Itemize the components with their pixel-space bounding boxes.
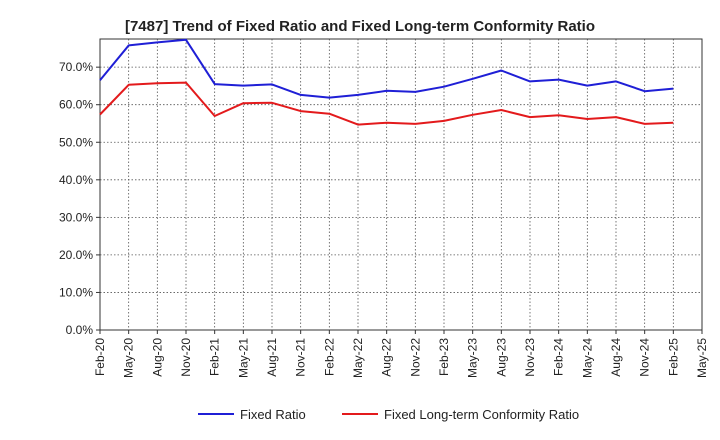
x-tick-label: Nov-24 (638, 338, 652, 377)
x-tick-label: Feb-25 (666, 338, 680, 376)
y-tick-label: 40.0% (59, 173, 93, 187)
legend-label-1: Fixed Ratio (240, 407, 306, 422)
x-tick-label: Aug-21 (265, 338, 279, 377)
x-tick-label: May-22 (351, 338, 365, 378)
x-tick-label: Aug-23 (494, 338, 508, 377)
x-tick-label: May-21 (236, 338, 250, 378)
series-layer (99, 38, 674, 126)
y-tick-label: 10.0% (59, 285, 93, 299)
axes: 0.0% 10.0% 20.0% 30.0% 40.0% 50.0% 60.0% 70.0% F… (59, 38, 709, 378)
y-tick-label: 30.0% (59, 210, 93, 224)
series-line-2 (99, 81, 674, 126)
plot-area (100, 39, 702, 330)
x-tick-label: Nov-22 (408, 338, 422, 377)
chart-title: [7487] Trend of Fixed Ratio and Fixed Lo… (125, 18, 595, 35)
y-tick-label: 0.0% (66, 323, 94, 337)
y-tick-label: 20.0% (59, 248, 93, 262)
x-tick-label: Feb-23 (437, 338, 451, 376)
x-tick-label: Aug-24 (609, 338, 623, 377)
x-tick-label: Feb-22 (322, 338, 336, 376)
y-tick-label: 70.0% (59, 60, 93, 74)
x-tick-label: May-23 (466, 338, 480, 378)
x-tick-label: Aug-20 (150, 338, 164, 377)
x-tick-label: Nov-20 (179, 338, 193, 377)
x-tick-label: May-25 (695, 338, 709, 378)
series-line-1 (99, 38, 674, 99)
x-tick-label: Feb-20 (93, 338, 107, 376)
x-tick-label: May-24 (580, 338, 594, 378)
y-tick-label: 50.0% (59, 135, 93, 149)
x-tick-label: Nov-21 (294, 338, 308, 377)
y-tick-label: 60.0% (59, 98, 93, 112)
x-tick-label: Feb-21 (208, 338, 222, 376)
x-tick-label: Feb-24 (552, 338, 566, 376)
legend: Fixed Ratio Fixed Long-term Conformity Ra… (198, 407, 579, 422)
x-tick-label: May-20 (122, 338, 136, 378)
x-tick-label: Aug-22 (380, 338, 394, 377)
legend-label-2: Fixed Long-term Conformity Ratio (384, 407, 579, 422)
x-tick-label: Nov-23 (523, 338, 537, 377)
plot-border (99, 38, 703, 331)
gridlines (100, 39, 702, 330)
